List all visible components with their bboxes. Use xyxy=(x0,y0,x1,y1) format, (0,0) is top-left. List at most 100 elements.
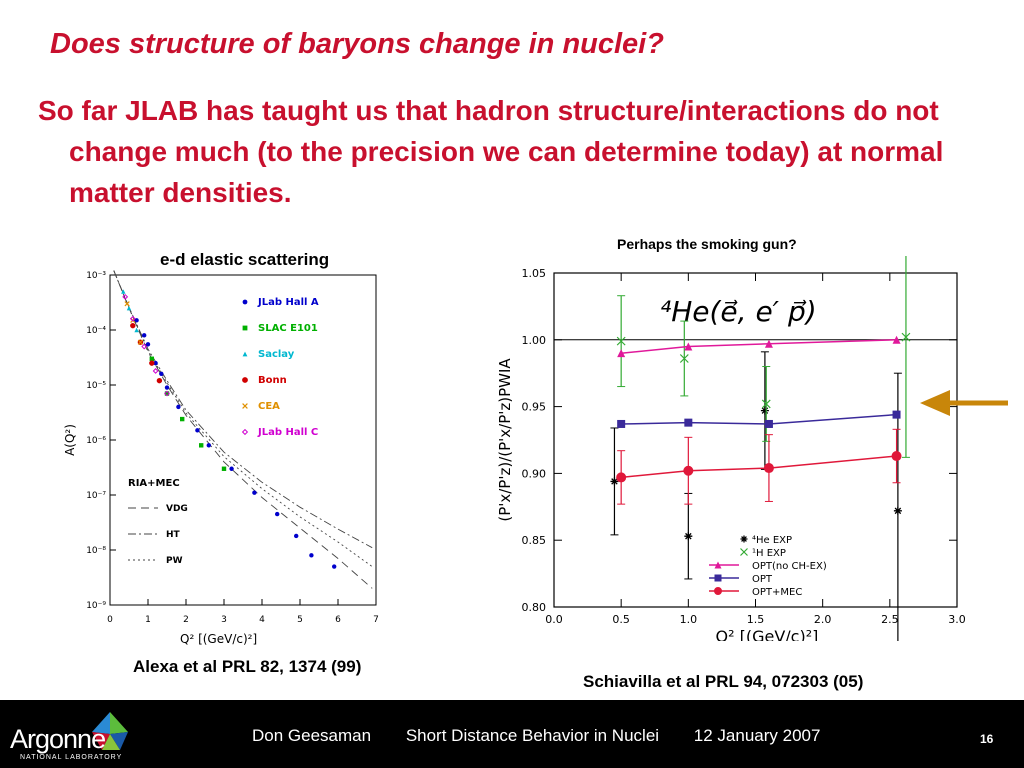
data-point xyxy=(176,404,181,410)
data-point xyxy=(610,477,619,486)
data-point xyxy=(122,293,129,300)
legend-label: ⁴He EXP xyxy=(752,535,792,546)
bullet-text: So far JLAB has taught us that hadron st… xyxy=(38,95,944,208)
model-legend-label: HT xyxy=(166,530,181,540)
data-point xyxy=(892,410,901,419)
data-point xyxy=(129,315,136,322)
data-point xyxy=(892,335,901,344)
legend-label: JLab Hall C xyxy=(257,427,318,438)
data-point xyxy=(252,490,257,495)
data-point xyxy=(199,443,204,448)
legend-label: OPT(no CH-EX) xyxy=(752,561,827,572)
y-tick-label: 1.00 xyxy=(522,334,547,347)
y-tick-label: 10⁻³ xyxy=(86,271,106,281)
y-tick-label: 10⁻⁶ xyxy=(86,436,106,446)
legend-label: ¹H EXP xyxy=(752,548,786,559)
data-point xyxy=(683,465,694,476)
left-reference: Alexa et al PRL 82, 1374 (99) xyxy=(133,657,362,676)
y-tick-label: 0.95 xyxy=(522,401,547,414)
y-tick-label: 10⁻⁷ xyxy=(86,491,106,501)
footer-date: 12 January 2007 xyxy=(693,726,821,745)
legend-marker xyxy=(242,351,248,357)
data-point xyxy=(679,354,689,363)
data-point xyxy=(134,318,139,323)
x-tick-label: 6 xyxy=(335,615,341,625)
data-point xyxy=(764,419,773,428)
legend-marker xyxy=(242,403,248,409)
data-point xyxy=(684,532,693,541)
data-point xyxy=(617,419,626,428)
data-point xyxy=(891,451,902,462)
y-tick-label: 10⁻⁹ xyxy=(86,601,106,611)
polarization-ratio-chart: 0.0 0.5 1.0 1.5 2.0 2.5 3.0 0.80 0.85 0.90 0.95 1.0… xyxy=(496,256,966,641)
data-point xyxy=(893,506,902,515)
x-tick-label: 2.0 xyxy=(814,613,832,626)
data-point xyxy=(124,301,130,307)
logo-subtext: NATIONAL LABORATORY xyxy=(20,754,123,761)
data-point xyxy=(616,472,627,483)
data-point xyxy=(126,305,132,311)
data-point xyxy=(901,332,911,342)
y-tick-label: 0.80 xyxy=(522,601,547,614)
footer-talk: Short Distance Behavior in Nuclei xyxy=(405,726,660,745)
x-tick-label: 2 xyxy=(183,615,189,625)
footer-info: Don Geesaman Short Distance Behavior in … xyxy=(252,726,850,746)
legend-label: CEA xyxy=(258,401,280,412)
legend-marker xyxy=(241,428,249,436)
y-tick-label: 10⁻⁸ xyxy=(86,546,106,556)
reaction-annotation: ⁴He(e⃗, e′ p⃗) xyxy=(660,295,817,328)
series-line xyxy=(621,339,897,354)
logo-text: Argonne xyxy=(10,724,106,754)
legend-marker xyxy=(242,325,248,331)
model-curve xyxy=(113,270,373,549)
model-legend-label: PW xyxy=(166,556,183,566)
legend-marker xyxy=(242,377,248,383)
y-axis-label: (P'x/P'z)/(P'x/P'z)PWIA xyxy=(496,358,514,522)
legend-marker xyxy=(740,535,748,543)
y-axis-label: A(Q²) xyxy=(63,424,77,456)
model-legend-label: VDG xyxy=(166,504,188,514)
x-tick-label: 0.0 xyxy=(545,613,563,626)
x-tick-label: 1.0 xyxy=(680,613,698,626)
data-point xyxy=(134,327,139,333)
data-point xyxy=(764,339,773,348)
y-tick-label: 0.85 xyxy=(522,534,547,547)
slide-title: Does structure of baryons change in nucl… xyxy=(50,28,664,60)
data-point xyxy=(309,553,314,558)
legend-label: Bonn xyxy=(258,375,287,386)
x-tick-label: 2.5 xyxy=(881,613,899,626)
data-point xyxy=(141,343,148,350)
data-point xyxy=(164,391,170,396)
data-point xyxy=(684,342,693,351)
data-point xyxy=(763,463,774,474)
data-point xyxy=(156,377,163,384)
data-point xyxy=(152,368,159,374)
data-point xyxy=(164,390,170,397)
model-legend-title: RIA+MEC xyxy=(128,478,180,489)
plot-frame xyxy=(109,274,377,606)
data-point xyxy=(195,428,200,433)
data-point xyxy=(684,418,693,427)
x-tick-label: 3 xyxy=(221,615,227,625)
data-point xyxy=(159,371,164,376)
legend-marker xyxy=(714,574,722,582)
legend-label: OPT+MEC xyxy=(752,587,802,598)
data-point xyxy=(180,416,185,422)
x-tick-label: 0.5 xyxy=(612,613,630,626)
data-point xyxy=(332,564,337,569)
legend-marker xyxy=(714,561,722,569)
legend-label: JLab Hall A xyxy=(257,297,319,308)
data-point xyxy=(164,385,170,390)
x-tick-label: 4 xyxy=(259,615,265,625)
data-point xyxy=(142,333,147,338)
y-tick-label: 1.05 xyxy=(522,267,547,280)
x-tick-label: 1.5 xyxy=(747,613,765,626)
data-point xyxy=(221,466,227,471)
data-point xyxy=(616,336,626,346)
data-point xyxy=(617,349,626,358)
data-point xyxy=(130,322,136,329)
model-curve xyxy=(113,270,373,589)
x-tick-label: 3.0 xyxy=(948,613,966,626)
data-point xyxy=(149,360,155,366)
legend-label: SLAC E101 xyxy=(258,323,318,334)
